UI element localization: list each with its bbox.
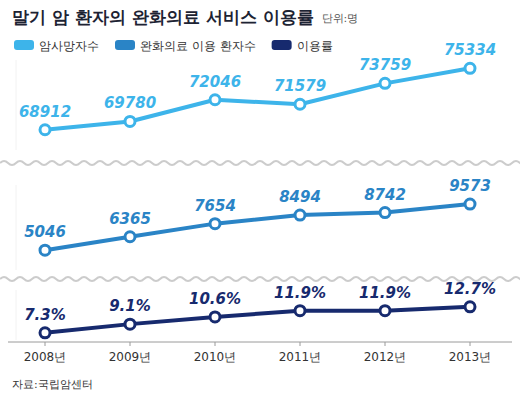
marker — [125, 232, 135, 242]
legend-item: 이용률 — [272, 39, 333, 53]
data-label: 11.9% — [274, 284, 326, 302]
chart: 말기 암 환자의 완화의료 서비스 이용률 단위:명암사망자수 완화의료 이용 환자… — [0, 0, 520, 399]
data-label: 71579 — [274, 77, 326, 95]
marker — [210, 95, 220, 105]
marker — [40, 328, 50, 338]
axis-break — [0, 161, 520, 165]
marker — [295, 210, 305, 220]
data-label: 68912 — [19, 103, 71, 121]
marker — [465, 302, 475, 312]
marker — [380, 208, 390, 218]
marker — [210, 312, 220, 322]
marker — [210, 219, 220, 229]
title: 말기 암 환자의 완화의료 서비스 이용률 — [12, 7, 314, 27]
marker — [125, 116, 135, 126]
marker — [380, 78, 390, 88]
series-line — [45, 68, 470, 129]
x-tick — [130, 342, 131, 346]
legend-swatch — [14, 40, 34, 50]
data-label: 72046 — [189, 73, 241, 91]
x-tick — [45, 342, 46, 346]
subtitle: 단위:명 — [322, 12, 359, 25]
series-line — [45, 204, 470, 250]
value-axis-range — [16, 60, 17, 150]
plot-area — [40, 302, 475, 338]
axis-break — [0, 277, 520, 281]
data-label: 10.6% — [189, 290, 241, 308]
marker — [465, 63, 475, 73]
data-label: 6365 — [109, 210, 151, 228]
x-tick-label: 2010년 — [194, 350, 237, 364]
data-label: 73759 — [359, 56, 411, 74]
legend-item: 완화의료 이용 환자수 — [115, 39, 256, 53]
marker — [465, 199, 475, 209]
data-label: 7.3% — [24, 306, 66, 324]
data-label: 11.9% — [359, 284, 411, 302]
marker — [380, 306, 390, 316]
data-label: 8494 — [279, 188, 321, 206]
data-label: 75334 — [444, 41, 496, 59]
x-tick — [215, 342, 216, 346]
legend-item: 암사망자수 — [14, 39, 99, 53]
data-label: 5046 — [24, 223, 66, 241]
data-label: 12.7% — [444, 280, 496, 298]
legend-swatch — [272, 40, 292, 50]
data-label: 9.1% — [109, 297, 151, 315]
x-axis — [8, 342, 512, 343]
source-note: 자료:국립암센터 — [12, 378, 93, 391]
x-tick-label: 2008년 — [24, 350, 67, 364]
legend-label: 완화의료 이용 환자수 — [140, 39, 256, 53]
x-tick-label: 2013년 — [449, 350, 492, 364]
data-label: 7654 — [194, 197, 236, 215]
background — [0, 0, 520, 399]
legend-swatch — [115, 40, 135, 50]
marker — [295, 99, 305, 109]
x-tick — [385, 342, 386, 346]
x-tick — [470, 342, 471, 346]
value-axis-range — [16, 290, 17, 340]
data-label: 9573 — [449, 177, 491, 195]
plot-area — [40, 199, 475, 255]
legend-label: 이용률 — [297, 39, 333, 53]
x-tick-label: 2012년 — [364, 350, 407, 364]
marker — [40, 245, 50, 255]
marker — [40, 125, 50, 135]
data-label: 69780 — [104, 94, 156, 112]
data-label: 8742 — [364, 186, 406, 204]
marker — [295, 306, 305, 316]
x-tick-label: 2009년 — [109, 350, 152, 364]
value-axis-range — [16, 185, 17, 270]
x-tick-label: 2011년 — [279, 350, 322, 364]
legend-label: 암사망자수 — [39, 39, 99, 53]
x-tick — [300, 342, 301, 346]
marker — [125, 319, 135, 329]
